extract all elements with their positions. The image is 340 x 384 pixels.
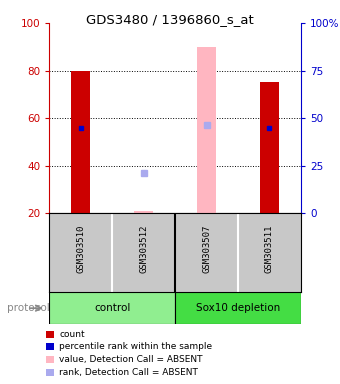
Text: GDS3480 / 1396860_s_at: GDS3480 / 1396860_s_at [86,13,254,26]
Text: GSM303512: GSM303512 [139,224,148,273]
Text: GSM303507: GSM303507 [202,224,211,273]
Text: percentile rank within the sample: percentile rank within the sample [59,342,212,351]
Bar [175,292,301,324]
Text: Sox10 depletion: Sox10 depletion [196,303,280,313]
Bar [49,292,175,324]
Text: protocol: protocol [7,303,50,313]
Bar [71,71,90,213]
Text: GSM303510: GSM303510 [76,224,85,273]
Text: value, Detection Call = ABSENT: value, Detection Call = ABSENT [59,355,203,364]
Bar [260,83,279,213]
Text: rank, Detection Call = ABSENT: rank, Detection Call = ABSENT [59,367,198,377]
Text: count: count [59,329,85,339]
Bar [134,211,153,213]
Bar [197,47,216,213]
Text: GSM303511: GSM303511 [265,224,274,273]
Text: control: control [94,303,130,313]
